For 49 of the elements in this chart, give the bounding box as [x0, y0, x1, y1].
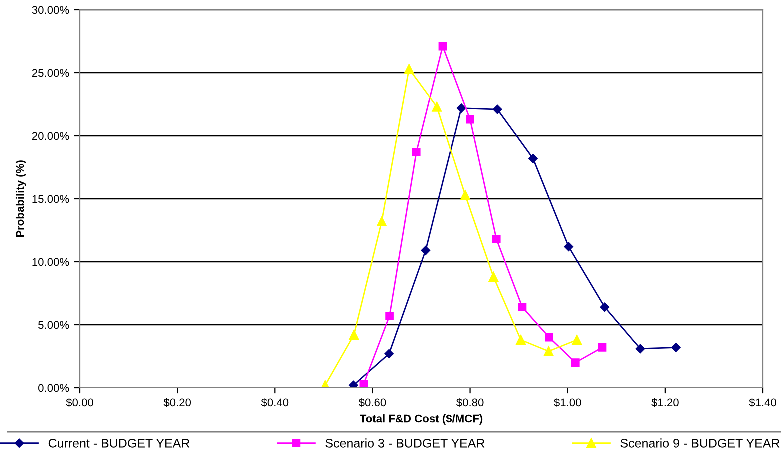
y-tick-label: 30.00%: [32, 6, 70, 14]
y-tick-label: 25.00%: [32, 69, 70, 78]
point: [456, 104, 466, 113]
point: [636, 344, 646, 354]
point: [404, 64, 414, 74]
x-tick-label: $1.20: [652, 398, 679, 408]
x-tick-label: $0.40: [261, 398, 289, 408]
point: [460, 190, 470, 200]
point: [412, 148, 421, 157]
legend-label: Scenario 9 - BUDGET YEAR: [620, 438, 780, 448]
point: [466, 115, 474, 124]
y-tick-label: 20.00%: [32, 132, 70, 140]
point: [545, 333, 554, 342]
point: [528, 154, 538, 164]
x-tick-label: $0.20: [164, 398, 192, 408]
point: [600, 302, 610, 312]
point: [672, 343, 681, 352]
point: [432, 102, 442, 112]
point: [386, 312, 394, 320]
point: [349, 330, 360, 340]
point: [492, 235, 501, 244]
point: [571, 358, 580, 367]
point: [564, 242, 574, 252]
x-tick-label: $1.00: [554, 398, 582, 408]
point: [518, 303, 527, 312]
point: [544, 346, 554, 356]
x-tick-label: $0.80: [456, 398, 484, 408]
point: [360, 380, 368, 388]
point: [598, 344, 607, 352]
point: [377, 216, 387, 227]
point: [438, 42, 448, 51]
point: [384, 349, 394, 359]
x-tick-label: $1.40: [749, 398, 776, 408]
legend-label: Current - BUDGET YEAR: [48, 439, 190, 448]
y-tick-label: 5.00%: [38, 321, 70, 330]
point: [349, 380, 358, 388]
point: [516, 335, 526, 345]
y-tick-label: 10.00%: [32, 258, 70, 266]
point: [492, 104, 502, 114]
y-tick-label: 0.00%: [38, 384, 70, 392]
y-tick-label: 15.00%: [32, 195, 70, 204]
y-axis-title: Probability (%): [16, 160, 26, 238]
point: [572, 335, 582, 345]
legend-label: Scenario 3 - BUDGET YEAR: [326, 438, 485, 448]
point: [488, 272, 499, 282]
x-axis-title: Total F&D Cost ($/MCF): [360, 414, 483, 425]
x-tick-label: $0.60: [358, 398, 386, 408]
point: [421, 246, 431, 256]
x-tick-label: $0.00: [66, 398, 94, 408]
